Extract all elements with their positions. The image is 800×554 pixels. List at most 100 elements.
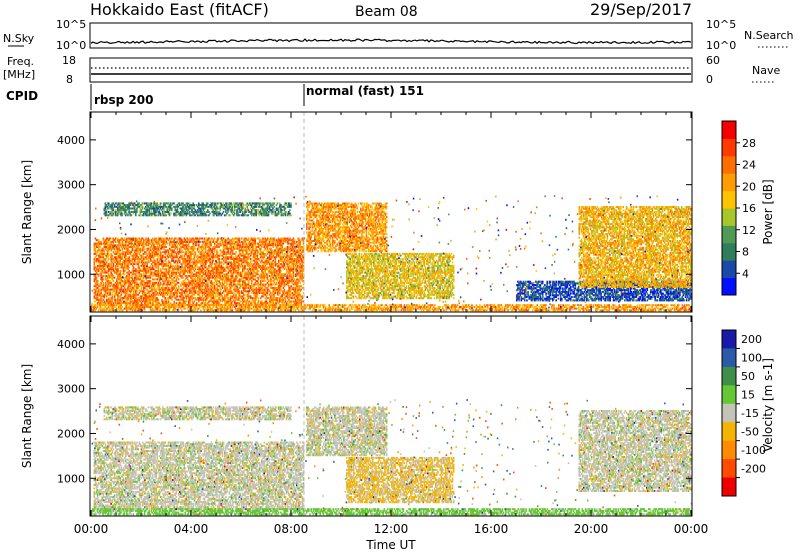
scatter-cell	[231, 246, 234, 248]
scatter-cell	[93, 278, 96, 281]
scatter-cell	[239, 285, 242, 288]
scatter-cell	[140, 281, 143, 284]
scatter-cell	[95, 286, 98, 289]
scatter-cell	[234, 278, 236, 281]
scatter-cell	[162, 278, 164, 281]
scatter-cell	[109, 242, 111, 245]
scatter-cell	[230, 242, 233, 245]
scatter-cell	[110, 300, 112, 303]
scatter-cell	[132, 263, 135, 266]
scatter-cell	[222, 256, 225, 259]
scatter-cell	[204, 266, 207, 269]
scatter-cell	[183, 292, 186, 294]
scatter-cell	[198, 268, 200, 271]
scatter-cell	[149, 298, 152, 301]
scatter-cell	[225, 273, 227, 276]
scatter-cell	[306, 231, 308, 234]
scatter-cell	[193, 293, 196, 296]
scatter-cell	[135, 302, 137, 305]
scatter-cell	[177, 271, 180, 274]
scatter-cell	[193, 259, 196, 262]
scatter-cell	[213, 292, 216, 294]
scatter-cell	[226, 292, 228, 294]
scatter-cell	[218, 302, 220, 305]
scatter-cell	[213, 249, 216, 252]
scatter-cell	[130, 242, 133, 245]
scatter-cell	[130, 246, 133, 248]
scatter-cell	[123, 302, 126, 305]
scatter-cell	[186, 286, 189, 289]
scatter-cell	[188, 300, 190, 303]
scatter-cell	[131, 276, 134, 279]
scatter-cell	[203, 247, 206, 250]
scatter-cell	[131, 261, 134, 264]
scatter-cell	[114, 244, 117, 247]
scatter-cell	[190, 254, 192, 257]
scatter-cell	[216, 280, 218, 283]
scatter-cell	[152, 242, 154, 245]
scatter-cell	[117, 258, 119, 260]
scatter-cell	[94, 275, 97, 277]
scatter-cell	[145, 295, 147, 298]
scatter-cell	[199, 280, 201, 283]
scatter-cell	[229, 258, 232, 260]
scatter-cell	[243, 300, 245, 303]
scatter-cell	[136, 283, 138, 286]
scatter-cell	[224, 290, 226, 293]
scatter-cell	[212, 275, 215, 277]
scatter-cell	[226, 246, 228, 248]
scatter-cell	[204, 278, 207, 281]
scatter-cell	[217, 256, 219, 259]
scatter-cell	[219, 278, 222, 281]
scatter-cell	[180, 283, 182, 286]
scatter-cell	[114, 268, 117, 271]
scatter-cell	[174, 283, 177, 286]
scatter-cell	[203, 237, 206, 240]
scatter-cell	[134, 259, 136, 262]
scatter-cell	[189, 283, 191, 286]
scatter-cell	[201, 240, 204, 243]
scatter-cell	[137, 251, 139, 254]
scatter-cell	[119, 281, 121, 284]
scatter-cell	[208, 256, 210, 259]
scatter-cell	[217, 264, 219, 267]
scatter-cell	[201, 268, 204, 271]
scatter-cell	[233, 283, 235, 286]
scatter-cell	[218, 298, 220, 301]
scatter-cell	[183, 240, 186, 243]
scatter-cell	[221, 268, 224, 271]
scatter-cell	[150, 285, 153, 288]
scatter-cell	[159, 237, 162, 240]
scatter-cell	[152, 275, 154, 277]
scatter-cell	[108, 258, 110, 260]
scatter-cell	[206, 298, 208, 301]
scatter-cell	[203, 239, 206, 242]
scatter-cell	[149, 275, 152, 277]
scatter-cell	[119, 298, 121, 301]
scatter-cell	[234, 269, 236, 272]
scatter-cell	[154, 254, 156, 257]
scatter-cell	[105, 286, 108, 289]
scatter-cell	[174, 271, 177, 274]
scatter-cell	[132, 256, 135, 259]
scatter-cell	[116, 251, 118, 254]
scatter-cell	[96, 290, 99, 293]
scatter-cell	[204, 264, 207, 267]
scatter-cell	[140, 276, 143, 279]
scatter-cell	[212, 292, 215, 294]
scatter-cell	[105, 249, 108, 252]
scatter-cell	[194, 252, 197, 255]
scatter-cell	[204, 254, 207, 257]
scatter-cell	[95, 283, 98, 286]
scatter-cell	[183, 285, 186, 288]
scatter-cell	[170, 252, 172, 255]
scatter-cell	[163, 256, 165, 259]
scatter-cell	[243, 303, 245, 306]
scatter-cell	[113, 293, 116, 296]
scatter-cell	[233, 293, 235, 296]
scatter-cell	[189, 254, 191, 257]
scatter-cell	[203, 252, 206, 255]
scatter-cell	[213, 242, 216, 245]
scatter-cell	[156, 252, 159, 255]
scatter-cell	[109, 276, 111, 279]
